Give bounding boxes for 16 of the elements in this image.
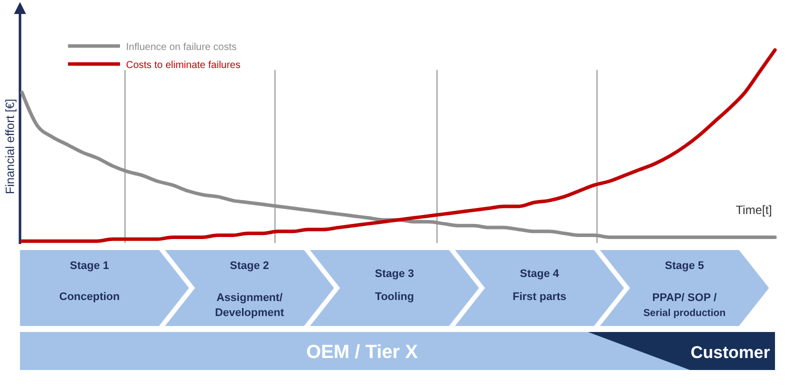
text: Tooling (375, 291, 414, 303)
text: Influence on failure costs (126, 42, 237, 53)
text: Stage 5 (664, 260, 704, 272)
text: First parts (512, 291, 566, 303)
text: OEM / Tier X (306, 342, 418, 363)
text: Stage 1 (70, 260, 110, 272)
text: Stage 4 (520, 268, 560, 280)
x-axis-title: Time[t] (736, 203, 772, 217)
text: Assignment/ Development (214, 292, 284, 319)
text: PPAP/ SOP / Serial production (643, 292, 726, 319)
text: Conception (59, 291, 120, 303)
text: Costs to eliminate failures (126, 60, 240, 71)
text: Stage 3 (374, 268, 414, 280)
text: Customer (690, 343, 770, 362)
text: Stage 2 (230, 260, 270, 272)
y-axis-title: Financial effort [€] (3, 98, 17, 194)
